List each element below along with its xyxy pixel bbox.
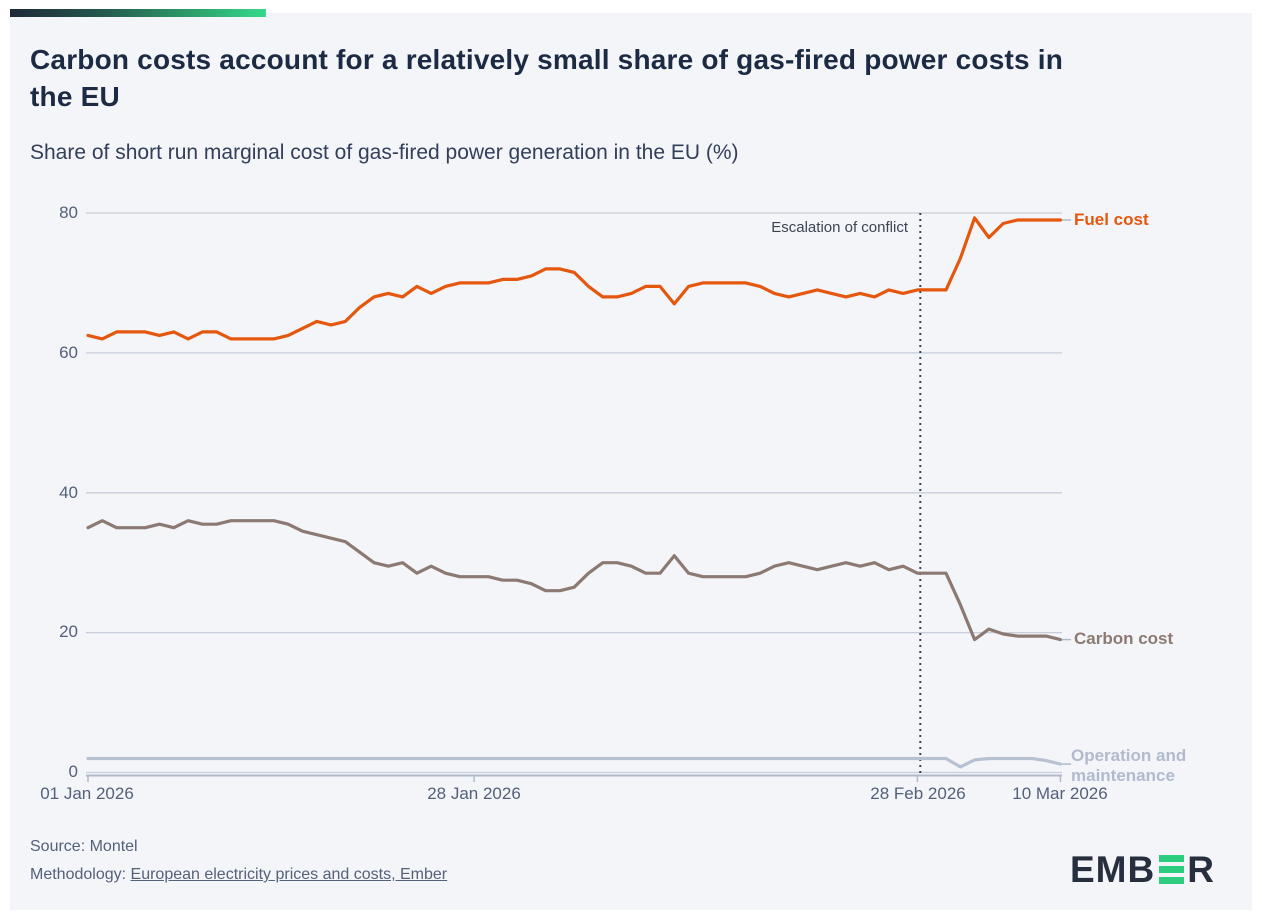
y-tick-0: 0	[68, 762, 78, 781]
logo-text-left: EMB	[1070, 849, 1156, 890]
ember-logo: EMB R	[1070, 851, 1215, 888]
chart-title: Carbon costs account for a relatively sm…	[30, 44, 1064, 112]
event-annotation: Escalation of conflict	[771, 219, 908, 236]
logo-text-right: R	[1187, 849, 1215, 890]
logo-green-e-icon	[1159, 855, 1185, 884]
y-tick-60: 60	[59, 343, 78, 362]
operation-maintenance-label: Operation and maintenance	[1071, 746, 1187, 786]
methodology-text: Methodology: European electricity prices…	[30, 866, 447, 884]
x-tick-01-jan: 01 Jan 2026	[40, 784, 134, 803]
carbon-cost-label: Carbon cost	[1074, 629, 1174, 648]
methodology-link[interactable]: European electricity prices and costs, E…	[130, 866, 448, 883]
x-tick-10-mar: 10 Mar 2026	[1012, 784, 1108, 803]
y-tick-80: 80	[59, 203, 78, 222]
fuel-cost-line	[86, 216, 1063, 341]
operation-and-maintenance-line	[86, 756, 1063, 769]
chart-subtitle: Share of short run marginal cost of gas-…	[30, 141, 739, 164]
x-tick-28-feb: 28 Feb 2026	[870, 784, 966, 803]
source-text: Source: Montel	[30, 838, 138, 855]
x-tick-28-jan: 28 Jan 2026	[427, 784, 521, 803]
y-tick-40: 40	[59, 483, 78, 502]
methodology-prefix: Methodology:	[30, 866, 131, 883]
carbon-cost-line	[86, 519, 1063, 642]
y-tick-20: 20	[59, 622, 78, 641]
fuel-cost-label: Fuel cost	[1074, 210, 1149, 229]
brand-gradient-bar	[10, 9, 266, 17]
